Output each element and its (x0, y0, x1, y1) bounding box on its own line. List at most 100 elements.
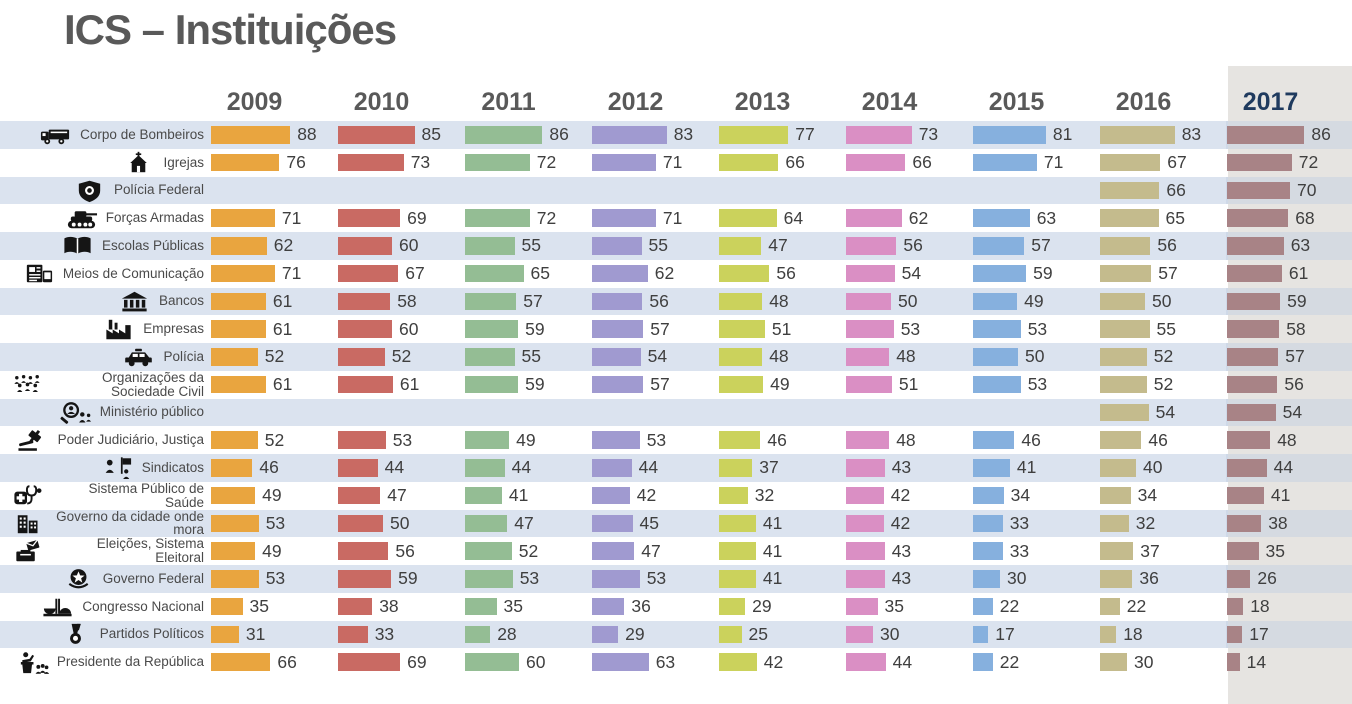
value-cell-2012: 54 (591, 343, 718, 371)
value-cell-2016: 34 (1099, 482, 1226, 510)
year-header-2011: 2011 (481, 88, 536, 116)
bar-2015 (973, 320, 1021, 338)
bar-value: 50 (1025, 346, 1045, 367)
bar-2011 (465, 292, 517, 311)
bar-2015 (973, 237, 1025, 255)
value-cell-2013: 25 (718, 621, 845, 649)
year-header-2014: 2014 (861, 88, 918, 116)
value-cell-2015: 49 (972, 288, 1099, 316)
bar-2009 (211, 597, 243, 616)
bar-value: 57 (1031, 235, 1051, 256)
bar-value: 49 (770, 374, 790, 395)
bar-2014 (846, 653, 886, 671)
table-row: Governo Federal 53 59 53 53 41 43 30 36 26 (0, 565, 1352, 593)
bar-value: 63 (655, 651, 676, 672)
value-cell-2012 (591, 399, 718, 427)
bar-value: 33 (1009, 540, 1030, 561)
bar-value: 56 (395, 540, 415, 561)
bar-value: 17 (995, 623, 1015, 644)
value-cell-2009: 71 (210, 260, 337, 288)
value-cell-2017: 72 (1226, 149, 1352, 177)
value-cell-2012: 42 (591, 482, 718, 510)
bar-2017 (1227, 320, 1280, 338)
value-cell-2009: 66 (210, 648, 337, 676)
value-cell-2011: 47 (464, 510, 591, 538)
bar-2012 (592, 126, 667, 144)
bar-2015 (973, 486, 1004, 505)
bar-2012 (592, 653, 649, 671)
bar-2011 (465, 264, 524, 283)
bar-2009 (211, 653, 271, 671)
bar-2009 (211, 292, 266, 311)
bar-value: 52 (1153, 374, 1174, 395)
president-podium-icon (16, 650, 49, 675)
bar-2016 (1100, 597, 1120, 616)
medical-cross-icon (11, 483, 44, 508)
bar-value: 56 (649, 290, 669, 311)
bar-2013 (719, 153, 779, 172)
bar-2012 (592, 209, 656, 227)
value-cell-2017: 18 (1226, 593, 1352, 621)
bar-2015 (973, 653, 993, 671)
bar-value: 61 (272, 290, 293, 311)
bar-value: 38 (379, 596, 399, 617)
bar-value: 33 (1009, 512, 1030, 533)
bar-value: 37 (759, 457, 779, 478)
ballot-box-icon (11, 539, 44, 564)
bar-2013 (719, 570, 756, 588)
value-cell-2009: 61 (210, 371, 337, 399)
bar-2013 (719, 264, 770, 283)
bar-2010 (338, 597, 373, 616)
bar-value: 34 (1137, 485, 1158, 506)
bar-value: 83 (1181, 124, 1202, 145)
bar-value: 44 (638, 457, 659, 478)
congress-building-icon (41, 594, 74, 619)
bar-2015 (973, 375, 1021, 394)
bar-value: 57 (1285, 346, 1305, 367)
bar-2009 (211, 486, 256, 505)
value-cell-2011: 59 (464, 371, 591, 399)
bar-2017 (1227, 375, 1278, 394)
bar-2011 (465, 459, 505, 477)
bar-value: 72 (536, 152, 557, 173)
value-cell-2009 (210, 399, 337, 427)
bar-value: 61 (272, 318, 293, 339)
bar-2014 (846, 514, 884, 533)
bar-value: 52 (518, 540, 539, 561)
value-cell-2014: 62 (845, 204, 972, 232)
value-cell-2012: 29 (591, 621, 718, 649)
value-cell-2015: 33 (972, 510, 1099, 538)
bar-value: 35 (503, 596, 523, 617)
bar-2011 (465, 625, 491, 644)
value-cell-2011: 28 (464, 621, 591, 649)
bar-value: 67 (1167, 152, 1187, 173)
bar-value: 35 (884, 596, 904, 617)
value-cell-2012: 63 (591, 648, 718, 676)
bar-value: 32 (754, 485, 775, 506)
magnifier-person-icon (59, 400, 92, 425)
row-label-cell: Corpo de Bombeiros (0, 121, 210, 149)
value-cell-2017: 59 (1226, 287, 1352, 316)
bar-2012 (592, 486, 630, 505)
row-label-cell: Bancos (0, 288, 210, 316)
bar-value: 57 (523, 290, 543, 311)
bar-value: 38 (1268, 512, 1288, 533)
bar-value: 53 (900, 318, 921, 339)
year-header-2013: 2013 (734, 88, 791, 116)
bar-value: 55 (648, 235, 668, 256)
bar-value: 17 (1249, 623, 1269, 644)
bar-2014 (846, 375, 892, 394)
bar-2014 (846, 237, 897, 255)
bar-value: 57 (650, 374, 670, 395)
bar-2014 (846, 459, 885, 477)
table-row: Empresas 61 60 59 57 51 53 53 55 58 (0, 315, 1352, 343)
row-label: Presidente da República (56, 654, 204, 670)
value-cell-2011 (464, 399, 591, 427)
bar-value: 52 (264, 346, 285, 367)
row-label: Meios de Comunicação (62, 265, 204, 281)
bar-value: 55 (1156, 318, 1176, 339)
value-cell-2015: 41 (972, 454, 1099, 482)
bar-2010 (338, 570, 392, 588)
bar-2015 (973, 459, 1010, 477)
bar-2015 (973, 292, 1018, 311)
